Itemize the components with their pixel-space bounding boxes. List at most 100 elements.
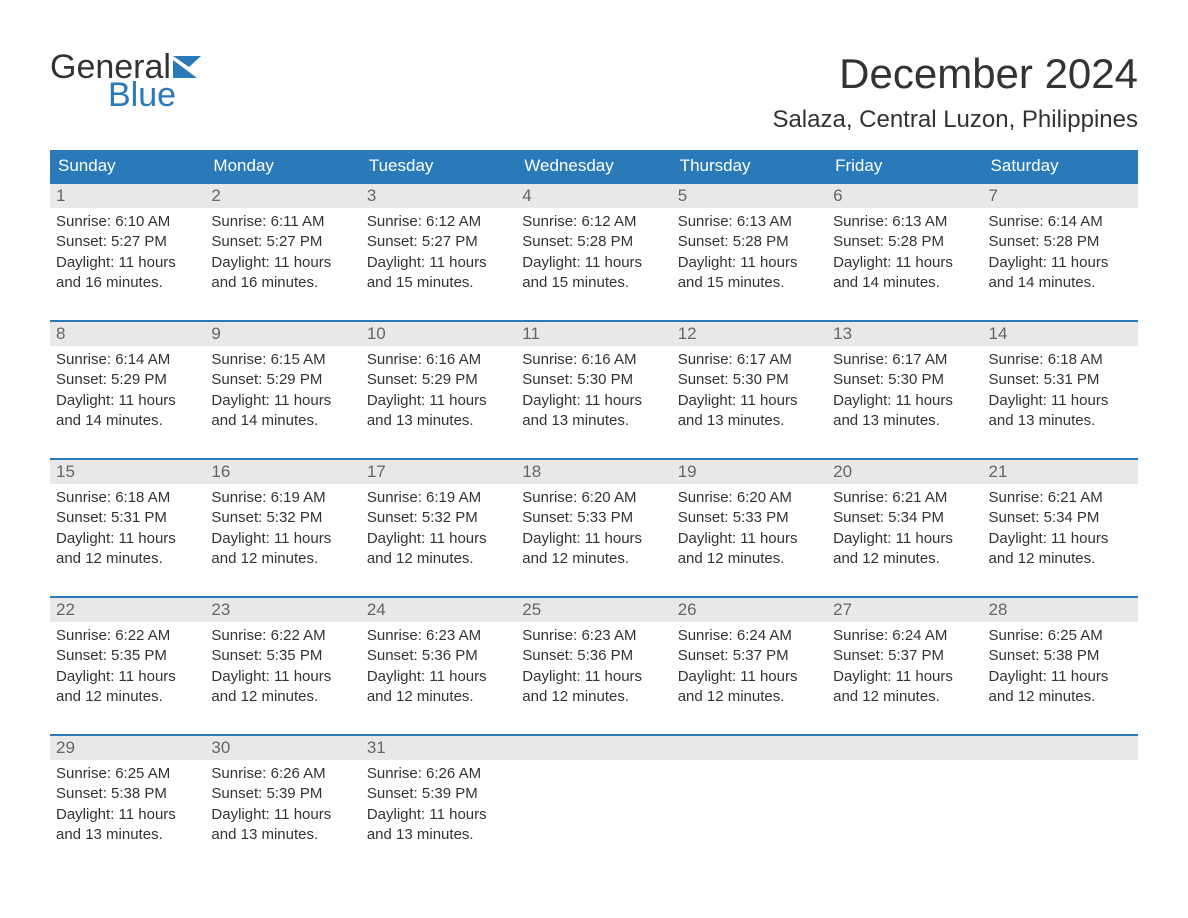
- day-number-row: 17: [361, 460, 516, 484]
- day-sunrise: Sunrise: 6:23 AM: [367, 626, 510, 646]
- day-dl2: and 13 minutes.: [56, 825, 199, 845]
- day-sunrise: Sunrise: 6:13 AM: [678, 212, 821, 232]
- day-number-row: 7: [983, 184, 1138, 208]
- day-sunrise: Sunrise: 6:12 AM: [522, 212, 665, 232]
- calendar-day: 17Sunrise: 6:19 AMSunset: 5:32 PMDayligh…: [361, 460, 516, 584]
- day-sunset: Sunset: 5:29 PM: [56, 370, 199, 390]
- day-dl1: Daylight: 11 hours: [522, 391, 665, 411]
- day-number: 31: [367, 738, 386, 757]
- day-number-row: 21: [983, 460, 1138, 484]
- day-dl1: Daylight: 11 hours: [211, 253, 354, 273]
- day-dl2: and 12 minutes.: [367, 549, 510, 569]
- day-sunrise: Sunrise: 6:13 AM: [833, 212, 976, 232]
- weekday-header: Saturday: [983, 150, 1138, 182]
- day-number: 23: [211, 600, 230, 619]
- day-sunset: Sunset: 5:31 PM: [989, 370, 1132, 390]
- weekday-header: Friday: [827, 150, 982, 182]
- day-body: Sunrise: 6:22 AMSunset: 5:35 PMDaylight:…: [50, 622, 205, 711]
- day-body: Sunrise: 6:13 AMSunset: 5:28 PMDaylight:…: [827, 208, 982, 297]
- day-sunset: Sunset: 5:27 PM: [367, 232, 510, 252]
- day-number-row: [983, 736, 1138, 760]
- day-sunrise: Sunrise: 6:10 AM: [56, 212, 199, 232]
- calendar-day: 31Sunrise: 6:26 AMSunset: 5:39 PMDayligh…: [361, 736, 516, 860]
- day-number: 20: [833, 462, 852, 481]
- day-body: Sunrise: 6:16 AMSunset: 5:30 PMDaylight:…: [516, 346, 671, 435]
- day-number: 24: [367, 600, 386, 619]
- day-sunrise: Sunrise: 6:23 AM: [522, 626, 665, 646]
- day-number-row: 31: [361, 736, 516, 760]
- day-sunset: Sunset: 5:32 PM: [367, 508, 510, 528]
- day-number-row: 22: [50, 598, 205, 622]
- day-sunset: Sunset: 5:28 PM: [678, 232, 821, 252]
- day-dl1: Daylight: 11 hours: [678, 253, 821, 273]
- day-dl2: and 14 minutes.: [56, 411, 199, 431]
- day-body: Sunrise: 6:23 AMSunset: 5:36 PMDaylight:…: [516, 622, 671, 711]
- day-sunset: Sunset: 5:30 PM: [833, 370, 976, 390]
- day-body: Sunrise: 6:20 AMSunset: 5:33 PMDaylight:…: [672, 484, 827, 573]
- day-dl1: Daylight: 11 hours: [833, 253, 976, 273]
- day-number-row: 6: [827, 184, 982, 208]
- day-body: Sunrise: 6:14 AMSunset: 5:29 PMDaylight:…: [50, 346, 205, 435]
- day-sunrise: Sunrise: 6:24 AM: [833, 626, 976, 646]
- day-dl2: and 12 minutes.: [678, 549, 821, 569]
- calendar-day: 29Sunrise: 6:25 AMSunset: 5:38 PMDayligh…: [50, 736, 205, 860]
- day-sunrise: Sunrise: 6:21 AM: [833, 488, 976, 508]
- day-body: Sunrise: 6:26 AMSunset: 5:39 PMDaylight:…: [205, 760, 360, 849]
- day-dl2: and 12 minutes.: [522, 687, 665, 707]
- day-sunrise: Sunrise: 6:20 AM: [678, 488, 821, 508]
- day-dl1: Daylight: 11 hours: [833, 529, 976, 549]
- day-number: 14: [989, 324, 1008, 343]
- day-dl2: and 13 minutes.: [367, 411, 510, 431]
- day-sunset: Sunset: 5:28 PM: [522, 232, 665, 252]
- day-sunrise: Sunrise: 6:25 AM: [989, 626, 1132, 646]
- day-body: Sunrise: 6:17 AMSunset: 5:30 PMDaylight:…: [827, 346, 982, 435]
- day-sunrise: Sunrise: 6:19 AM: [367, 488, 510, 508]
- day-body: Sunrise: 6:13 AMSunset: 5:28 PMDaylight:…: [672, 208, 827, 297]
- day-sunset: Sunset: 5:37 PM: [833, 646, 976, 666]
- day-number-row: 18: [516, 460, 671, 484]
- day-sunset: Sunset: 5:28 PM: [989, 232, 1132, 252]
- logo: General Blue: [50, 50, 217, 112]
- day-sunset: Sunset: 5:37 PM: [678, 646, 821, 666]
- calendar-day: 24 Sunrise: 6:23 AMSunset: 5:36 PMDayligh…: [361, 598, 516, 722]
- calendar-day: 11Sunrise: 6:16 AMSunset: 5:30 PMDayligh…: [516, 322, 671, 446]
- day-dl1: Daylight: 11 hours: [211, 391, 354, 411]
- day-number: 6: [833, 186, 842, 205]
- day-number-row: 14: [983, 322, 1138, 346]
- day-number-row: 2: [205, 184, 360, 208]
- day-sunset: Sunset: 5:33 PM: [678, 508, 821, 528]
- calendar-day: 30Sunrise: 6:26 AMSunset: 5:39 PMDayligh…: [205, 736, 360, 860]
- day-body: Sunrise: 6:20 AMSunset: 5:33 PMDaylight:…: [516, 484, 671, 573]
- day-body: Sunrise: 6:11 AMSunset: 5:27 PMDaylight:…: [205, 208, 360, 297]
- calendar-day: [672, 736, 827, 860]
- weekday-header: Sunday: [50, 150, 205, 182]
- day-dl1: Daylight: 11 hours: [56, 391, 199, 411]
- calendar-week: 22Sunrise: 6:22 AMSunset: 5:35 PMDayligh…: [50, 596, 1138, 722]
- day-body: Sunrise: 6:24 AMSunset: 5:37 PMDaylight:…: [672, 622, 827, 711]
- day-number-row: 12: [672, 322, 827, 346]
- day-sunrise: Sunrise: 6:24 AM: [678, 626, 821, 646]
- day-sunset: Sunset: 5:35 PM: [56, 646, 199, 666]
- day-dl1: Daylight: 11 hours: [211, 667, 354, 687]
- page-header: General Blue December 2024 Salaza, Centr…: [50, 50, 1138, 134]
- day-dl2: and 12 minutes.: [56, 549, 199, 569]
- day-sunset: Sunset: 5:34 PM: [833, 508, 976, 528]
- day-body: Sunrise: 6:23 AMSunset: 5:36 PMDaylight:…: [361, 622, 516, 711]
- day-number-row: 5: [672, 184, 827, 208]
- day-dl2: and 15 minutes.: [678, 273, 821, 293]
- calendar-day: 16Sunrise: 6:19 AMSunset: 5:32 PMDayligh…: [205, 460, 360, 584]
- calendar-day: 1Sunrise: 6:10 AMSunset: 5:27 PMDaylight…: [50, 184, 205, 308]
- day-body: Sunrise: 6:18 AMSunset: 5:31 PMDaylight:…: [50, 484, 205, 573]
- day-dl2: and 14 minutes.: [989, 273, 1132, 293]
- day-dl2: and 12 minutes.: [833, 687, 976, 707]
- weekday-header: Monday: [205, 150, 360, 182]
- calendar: Sunday Monday Tuesday Wednesday Thursday…: [50, 150, 1138, 860]
- day-dl1: Daylight: 11 hours: [367, 667, 510, 687]
- day-sunrise: Sunrise: 6:19 AM: [211, 488, 354, 508]
- day-dl2: and 14 minutes.: [211, 411, 354, 431]
- day-sunrise: Sunrise: 6:11 AM: [211, 212, 354, 232]
- day-sunset: Sunset: 5:34 PM: [989, 508, 1132, 528]
- calendar-day: 13Sunrise: 6:17 AMSunset: 5:30 PMDayligh…: [827, 322, 982, 446]
- calendar-day: 28Sunrise: 6:25 AMSunset: 5:38 PMDayligh…: [983, 598, 1138, 722]
- day-body: Sunrise: 6:19 AMSunset: 5:32 PMDaylight:…: [205, 484, 360, 573]
